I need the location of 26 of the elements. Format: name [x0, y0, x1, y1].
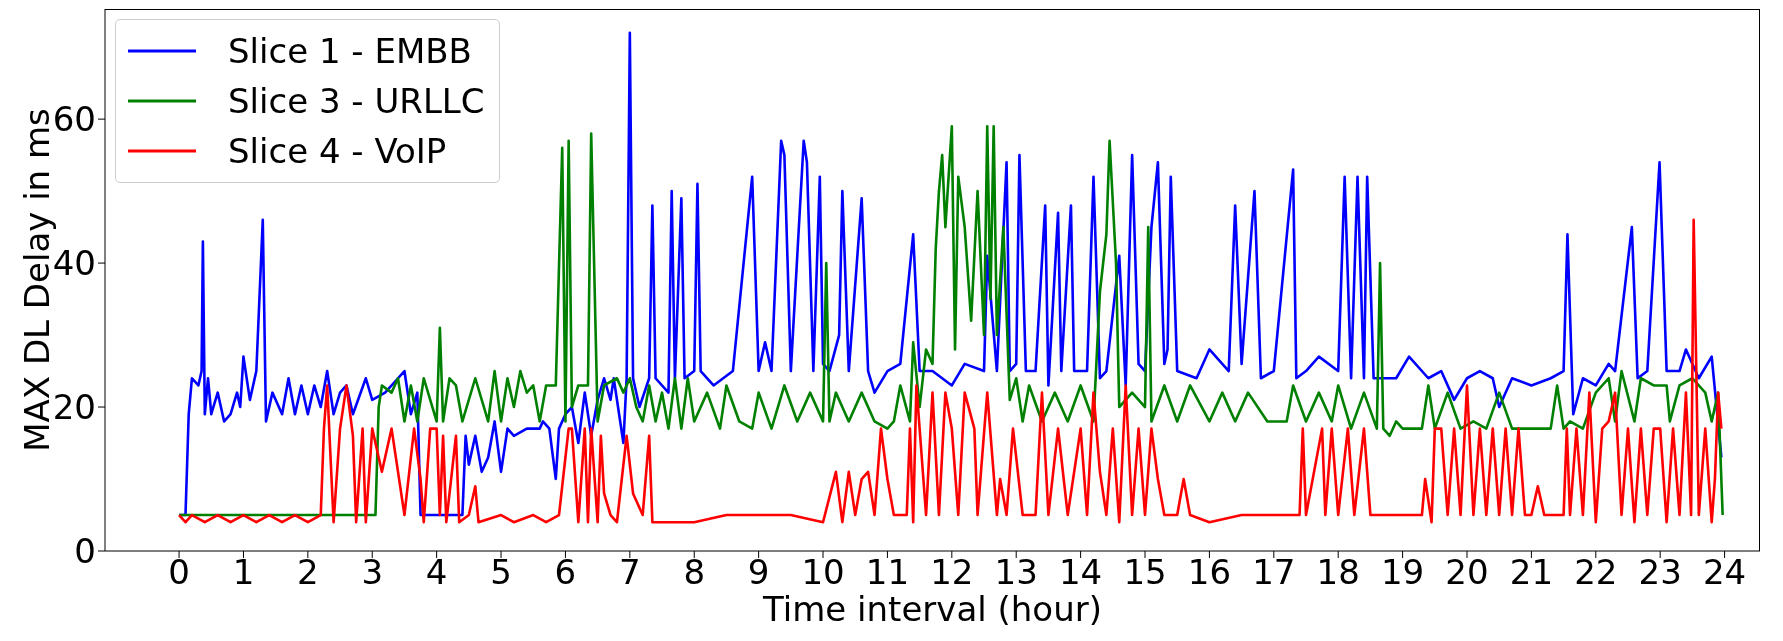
y-tick-label: 40 [52, 243, 96, 284]
x-tick-label: 23 [1638, 552, 1682, 593]
legend-label: Slice 3 - URLLC [228, 81, 485, 121]
x-tick-label: 3 [361, 552, 384, 593]
x-tick-label: 17 [1252, 552, 1296, 593]
x-tick-label: 16 [1187, 552, 1232, 593]
x-tick-label: 19 [1380, 552, 1425, 593]
x-tick-label: 4 [425, 552, 448, 593]
x-tick-label: 5 [490, 552, 512, 593]
x-tick-label: 18 [1316, 552, 1360, 593]
legend-label: Slice 1 - EMBB [228, 31, 472, 71]
x-tick-label: 2 [297, 552, 319, 593]
y-tick-label: 60 [52, 99, 96, 140]
line-series [177, 218, 1723, 524]
x-tick-label: 0 [168, 552, 190, 593]
x-tick-label: 22 [1574, 552, 1618, 593]
x-tick-label: 20 [1445, 552, 1489, 593]
x-tick-label: 6 [554, 552, 577, 593]
x-tick-label: 8 [683, 552, 706, 593]
legend-label: Slice 4 - VoIP [228, 131, 447, 171]
x-tick-label: 21 [1509, 552, 1554, 593]
x-tick-label: 1 [232, 552, 255, 593]
x-tick-label: 24 [1702, 552, 1747, 593]
x-tick-label: 7 [619, 552, 641, 593]
line-series [177, 125, 1724, 517]
x-tick-label: 15 [1123, 552, 1167, 593]
